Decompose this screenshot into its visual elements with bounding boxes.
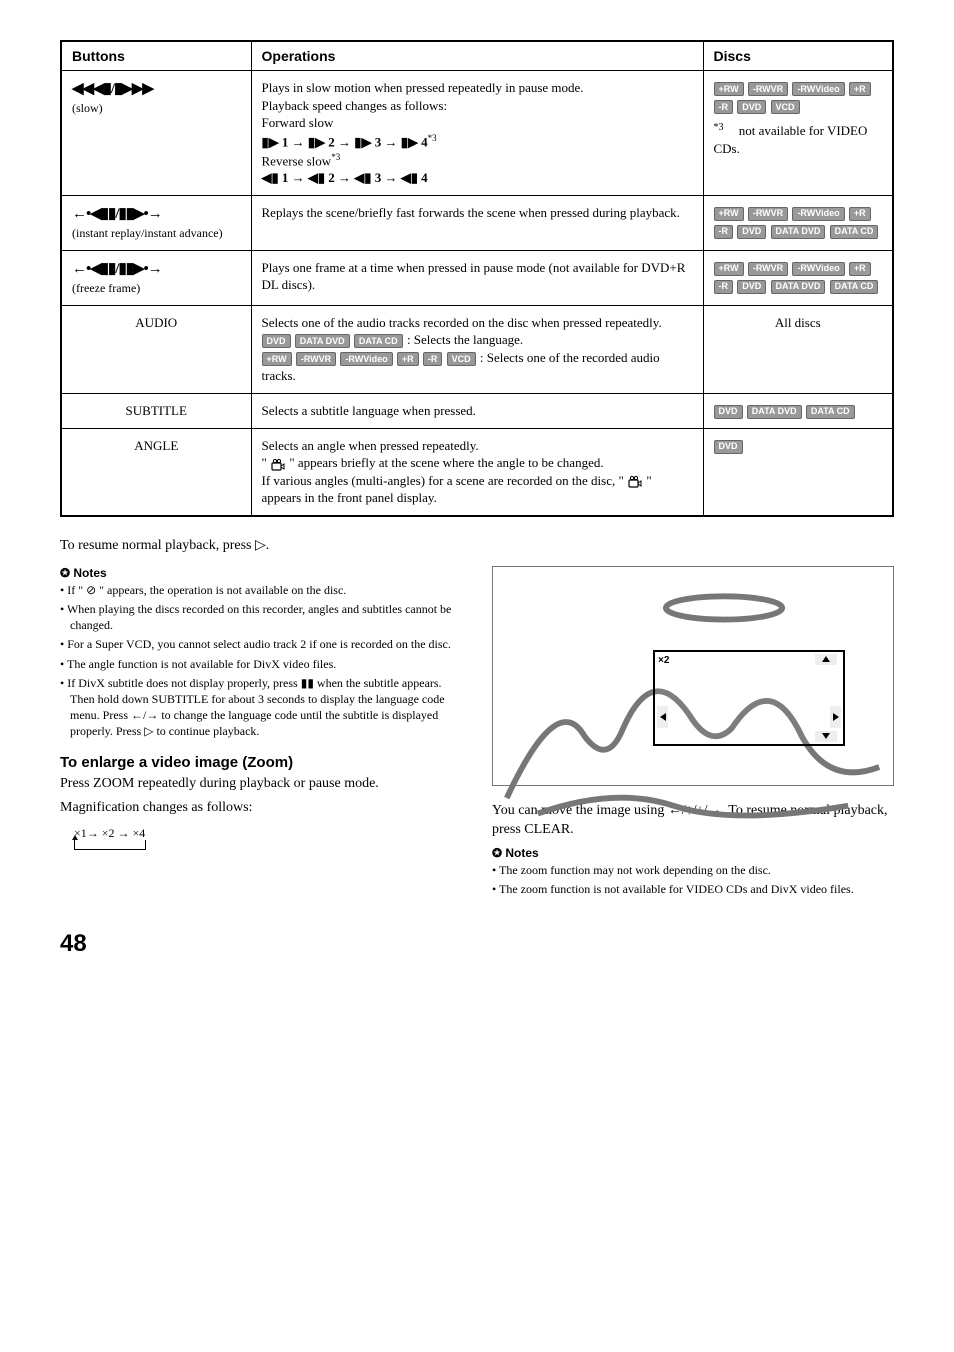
disc-badge: DVD	[714, 405, 743, 419]
zoom-x2-label: ×2	[658, 655, 669, 666]
table-row: Selects a subtitle language when pressed…	[251, 393, 703, 428]
table-row: ANGLE	[61, 428, 251, 516]
table-row: SUBTITLE	[61, 393, 251, 428]
list-item: If DivX subtitle does not display proper…	[60, 675, 462, 740]
disc-badge: -R	[714, 280, 734, 294]
zoom-heading: To enlarge a video image (Zoom)	[60, 754, 462, 771]
disc-badge: DATA CD	[354, 334, 403, 348]
disc-badge: -RWVR	[748, 82, 788, 96]
disc-badge: -RWVideo	[792, 207, 844, 221]
zoom-up-icon	[815, 654, 837, 665]
table-row: Plays in slow motion when pressed repeat…	[251, 71, 703, 196]
disc-badge: +R	[849, 82, 871, 96]
list-item: If " ⊘ " appears, the operation is not a…	[60, 582, 462, 598]
disc-badge: DVD	[737, 280, 766, 294]
list-item: The angle function is not available for …	[60, 656, 462, 672]
zoom-left-icon	[657, 706, 668, 728]
notes-heading-right: Notes	[492, 846, 894, 860]
disc-badge: -RWVR	[748, 262, 788, 276]
zoom-right-icon	[830, 706, 841, 728]
disc-badge: +RW	[262, 352, 292, 366]
table-row: +RW -RWVR -RWVideo +R -R DVD DATA DVD DA…	[703, 195, 893, 250]
list-item: The zoom function may not work depending…	[492, 862, 894, 878]
zoom-p2: Magnification changes as follows:	[60, 799, 462, 818]
table-row: +RW -RWVR -RWVideo +R -R DVD DATA DVD DA…	[703, 250, 893, 305]
disc-badge: -RWVideo	[340, 352, 392, 366]
disc-badge: +R	[849, 262, 871, 276]
resume-line: To resume normal playback, press ▷.	[60, 537, 894, 554]
disc-badge: +RW	[714, 207, 744, 221]
table-row: DVD DATA DVD DATA CD	[703, 393, 893, 428]
disc-badge: DATA DVD	[771, 280, 826, 294]
angle-icon	[627, 475, 643, 488]
zoom-down-icon	[815, 731, 837, 742]
zoom-p1: Press ZOOM repeatedly during playback or…	[60, 775, 462, 794]
disc-badge: -R	[423, 352, 443, 366]
disc-badge: DATA DVD	[747, 405, 802, 419]
mag-loop-arrow	[74, 840, 146, 850]
disc-badge: VCD	[771, 100, 800, 114]
th-buttons: Buttons	[61, 41, 251, 71]
disc-badge: DVD	[262, 334, 291, 348]
mag-sequence: ×1→ ×2 → ×4	[74, 826, 462, 841]
list-item: For a Super VCD, you cannot select audio…	[60, 636, 462, 652]
table-row: Selects one of the audio tracks recorded…	[251, 305, 703, 393]
table-row: +RW -RWVR -RWVideo +R -R DVD VCD*3 not a…	[703, 71, 893, 196]
disc-badge: DATA CD	[830, 280, 879, 294]
playback-table: Buttons Operations Discs ◀◀◀▮/▮▶▶▶(slow)…	[60, 40, 894, 517]
page-number: 48	[60, 930, 894, 958]
disc-badge: VCD	[447, 352, 476, 366]
disc-badge: DVD	[737, 100, 766, 114]
table-row: Selects an angle when pressed repeatedly…	[251, 428, 703, 516]
table-row: Plays one frame at a time when pressed i…	[251, 250, 703, 305]
table-row: AUDIO	[61, 305, 251, 393]
table-row: ←•◀▮▮/▮▮▶•→(instant replay/instant advan…	[61, 195, 251, 250]
disc-badge: -RWVideo	[792, 82, 844, 96]
notes-heading-left: Notes	[60, 566, 462, 580]
disc-badge: DATA DVD	[295, 334, 350, 348]
disc-badge: -RWVR	[748, 207, 788, 221]
left-notes: If " ⊘ " appears, the operation is not a…	[60, 582, 462, 740]
disc-badge: DATA CD	[830, 225, 879, 239]
disc-badge: DATA DVD	[771, 225, 826, 239]
disc-badge: -RWVideo	[792, 262, 844, 276]
mag-sequence-text: ×1→ ×2 → ×4	[74, 826, 145, 840]
list-item: The zoom function is not available for V…	[492, 881, 894, 897]
right-notes: The zoom function may not work depending…	[492, 862, 894, 897]
zoom-illustration: ×2	[492, 566, 894, 786]
disc-badge: DVD	[737, 225, 766, 239]
disc-badge: -RWVR	[296, 352, 336, 366]
table-row: Replays the scene/briefly fast forwards …	[251, 195, 703, 250]
table-row: DVD	[703, 428, 893, 516]
disc-badge: DATA CD	[806, 405, 855, 419]
disc-badge: +RW	[714, 262, 744, 276]
disc-badge: -R	[714, 225, 734, 239]
disc-badge: +R	[849, 207, 871, 221]
table-row: All discs	[703, 305, 893, 393]
angle-icon	[270, 458, 286, 471]
table-row: ◀◀◀▮/▮▶▶▶(slow)	[61, 71, 251, 196]
th-discs: Discs	[703, 41, 893, 71]
list-item: When playing the discs recorded on this …	[60, 601, 462, 633]
disc-badge: -R	[714, 100, 734, 114]
disc-badge: DVD	[714, 440, 743, 454]
disc-badge: +RW	[714, 82, 744, 96]
disc-badge: +R	[397, 352, 419, 366]
th-operations: Operations	[251, 41, 703, 71]
table-row: ←•◀▮▮/▮▮▶•→(freeze frame)	[61, 250, 251, 305]
zoom-box: ×2	[653, 650, 845, 746]
